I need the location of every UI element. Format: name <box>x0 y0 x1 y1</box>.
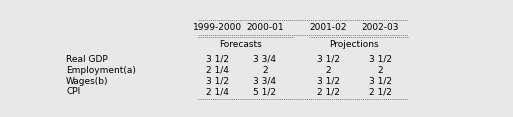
Text: 2 1/4: 2 1/4 <box>206 88 229 97</box>
Text: Forecasts: Forecasts <box>219 40 262 49</box>
Text: 2 1/2: 2 1/2 <box>317 88 340 97</box>
Text: 3 3/4: 3 3/4 <box>253 77 277 86</box>
Text: 3 1/2: 3 1/2 <box>369 55 392 64</box>
Text: 2: 2 <box>326 66 331 75</box>
Text: 2000-01: 2000-01 <box>246 23 284 32</box>
Text: CPI: CPI <box>66 88 81 97</box>
Text: 2002-03: 2002-03 <box>362 23 399 32</box>
Text: Wages(b): Wages(b) <box>66 77 109 86</box>
Text: 5 1/2: 5 1/2 <box>253 88 277 97</box>
Text: Real GDP: Real GDP <box>66 55 108 64</box>
Text: 2: 2 <box>262 66 268 75</box>
Text: 3 1/2: 3 1/2 <box>206 77 229 86</box>
Text: 3 1/2: 3 1/2 <box>369 77 392 86</box>
Text: 3 3/4: 3 3/4 <box>253 55 277 64</box>
Text: 3 1/2: 3 1/2 <box>206 55 229 64</box>
Text: 1999-2000: 1999-2000 <box>192 23 242 32</box>
Text: 2 1/2: 2 1/2 <box>369 88 391 97</box>
Text: 3 1/2: 3 1/2 <box>317 77 340 86</box>
Text: 2 1/4: 2 1/4 <box>206 66 229 75</box>
Text: 3 1/2: 3 1/2 <box>317 55 340 64</box>
Text: 2001-02: 2001-02 <box>310 23 347 32</box>
Text: Employment(a): Employment(a) <box>66 66 136 75</box>
Text: Projections: Projections <box>329 40 379 49</box>
Text: 2: 2 <box>378 66 383 75</box>
